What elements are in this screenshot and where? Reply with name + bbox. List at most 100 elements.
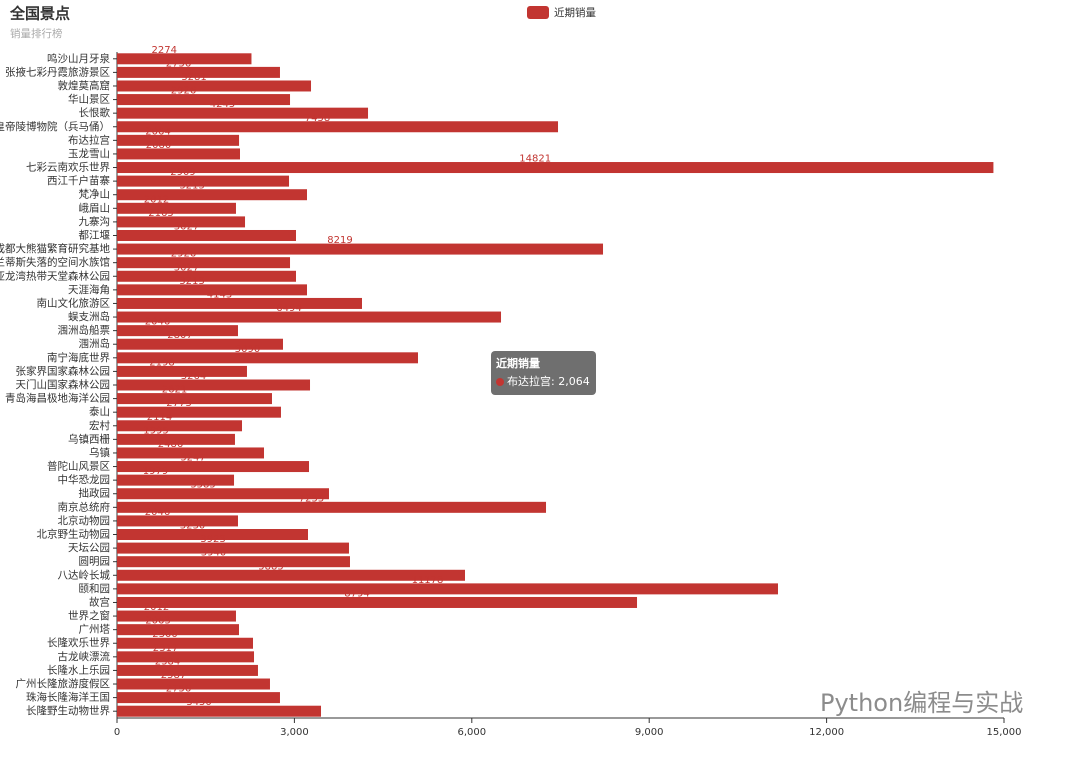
bar [117, 216, 246, 228]
bar [117, 447, 265, 459]
bar [117, 94, 291, 106]
value-label: 2063 [145, 616, 170, 627]
value-label: 3281 [181, 72, 206, 83]
bar [117, 107, 369, 119]
bar [117, 297, 362, 309]
legend-label[interactable]: 近期销量 [554, 6, 596, 19]
plot: 0 3,000 6,000 9,000 12,000 15,000 鸣沙山月牙泉 2274 张掖… [0, 45, 1022, 738]
value-label: 2317 [153, 643, 178, 654]
value-label: 8219 [327, 235, 352, 246]
y-tick-label: 乌镇 [89, 446, 110, 459]
value-label: 11178 [412, 575, 444, 586]
value-label: 3230 [180, 521, 205, 532]
y-tick-label: 鸣沙山月牙泉 [47, 52, 110, 65]
value-label: 3450 [186, 697, 211, 708]
y-tick-label: 长恨歌 [79, 106, 111, 119]
value-label: 2080 [146, 140, 171, 151]
y-tick-label: 都江堰 [79, 229, 111, 241]
bar [117, 624, 239, 636]
value-label: 2486 [158, 439, 183, 450]
y-tick-label: 峨眉山 [79, 202, 111, 214]
y-tick-label: 亚特兰蒂斯失落的空间水族馆 [0, 256, 110, 269]
y-tick-label: 天门山国家森林公园 [16, 378, 111, 391]
value-label: 2300 [152, 629, 177, 640]
y-tick-label: 拙政园 [79, 487, 111, 500]
value-label: 3940 [201, 548, 226, 559]
bar [117, 596, 638, 608]
bar [117, 121, 559, 133]
value-label: 2587 [161, 670, 186, 681]
value-label: 2012 [144, 602, 169, 613]
y-tick-label: 成都大熊猫繁育研究基地 [0, 242, 110, 255]
value-label: 2046 [145, 507, 170, 518]
y-tick-label: 张掖七彩丹霞旅游景区 [5, 65, 110, 78]
value-label: 2756 [166, 684, 191, 695]
value-label: 2274 [152, 45, 177, 56]
bar [117, 311, 502, 323]
bar [117, 229, 296, 241]
bar [117, 610, 236, 622]
y-tick-label: 长隆野生动物世界 [26, 704, 110, 717]
value-label: 2756 [166, 58, 191, 69]
value-label: 7255 [299, 493, 324, 504]
y-tick-label: 天坛公园 [68, 541, 110, 554]
value-label: 14821 [519, 154, 551, 165]
y-tick-label: 颐和园 [79, 583, 111, 595]
value-label: 3247 [180, 453, 205, 464]
chart-subtitle: 销量排行榜 [10, 27, 63, 40]
y-tick-label: 涠洲岛 [79, 337, 111, 350]
value-label: 2064 [145, 126, 170, 137]
value-label: 5090 [235, 344, 260, 355]
y-tick-label: 西江千户苗寨 [47, 174, 110, 187]
bar [117, 80, 312, 92]
y-tick-label: 世界之窗 [68, 609, 110, 622]
value-label: 2926 [171, 86, 196, 97]
bar [117, 53, 252, 65]
y-tick-label: 宏村 [89, 419, 110, 432]
x-tick-label: 3,000 [280, 727, 309, 738]
value-label: 8794 [344, 588, 369, 599]
bar [117, 270, 296, 282]
value-label: 4143 [207, 289, 232, 300]
y-tick-label: 长隆水上乐园 [47, 663, 110, 676]
y-tick-label: 南京总统府 [58, 500, 111, 513]
y-tick-label: 青岛海昌极地海洋公园 [5, 392, 110, 405]
bar [117, 488, 329, 500]
y-tick-label: 北京动物园 [58, 514, 111, 527]
bar [117, 569, 465, 581]
bar [117, 433, 235, 445]
bar [117, 134, 240, 146]
value-label: 1979 [143, 466, 168, 477]
value-label: 5885 [258, 561, 283, 572]
y-tick-label: 梵净山 [79, 188, 111, 201]
y-tick-label: 七彩云南欢乐世界 [26, 161, 110, 174]
value-label: 6494 [276, 303, 301, 314]
x-tick-label: 6,000 [457, 727, 486, 738]
y-tick-label: 北京野生动物园 [37, 528, 111, 541]
y-tick-label: 布达拉宫 [68, 133, 110, 146]
value-label: 3264 [181, 371, 206, 382]
bar [117, 501, 547, 513]
bar [117, 705, 322, 717]
value-label: 3213 [179, 181, 204, 192]
y-tick-label: 亚龙湾热带天堂森林公园 [0, 269, 110, 282]
bar [117, 243, 604, 255]
bar [117, 379, 311, 391]
value-label: 3027 [174, 262, 199, 273]
value-label: 2621 [162, 385, 187, 396]
value-label: 2165 [148, 208, 173, 219]
bar [117, 175, 290, 187]
bar [117, 148, 240, 160]
y-tick-label: 圆明园 [79, 556, 111, 568]
bar [117, 583, 778, 595]
x-tick-label: 15,000 [987, 727, 1022, 738]
y-tick-label: 南山文化旅游区 [37, 296, 111, 309]
y-tick-label: 九寨沟 [79, 215, 111, 228]
bar [117, 66, 280, 78]
y-tick-label: 古龙峡漂流 [58, 650, 111, 663]
legend-swatch[interactable] [527, 6, 549, 19]
bar [117, 202, 236, 214]
bar [117, 189, 307, 201]
watermark: Python编程与实战 [820, 689, 1023, 717]
bar [117, 556, 350, 568]
